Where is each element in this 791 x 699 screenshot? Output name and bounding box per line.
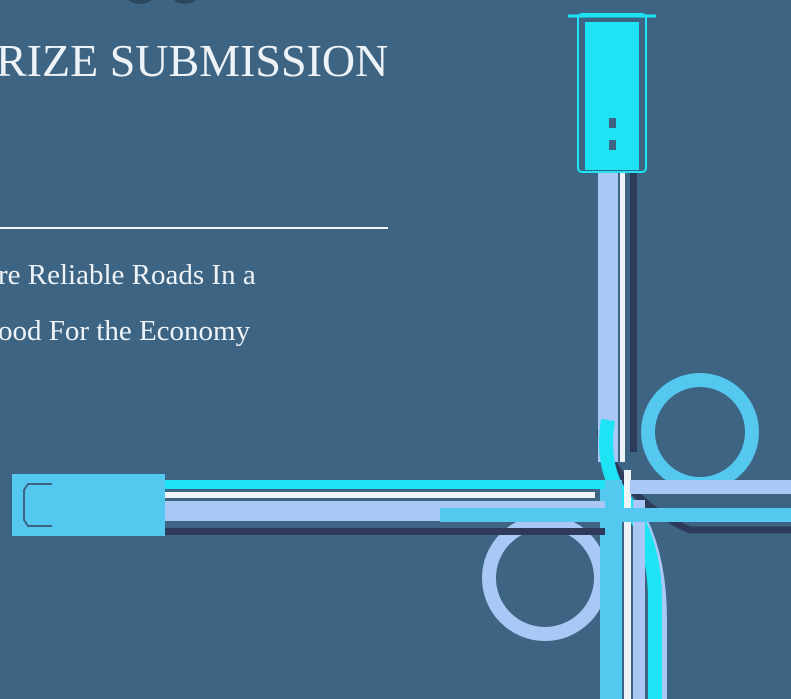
poster: RIZE SUBMISSION re Reliable Roads In a o… [0,0,791,699]
subtitle-line: re Reliable Roads In a [0,259,256,291]
truck-light [609,118,616,128]
lane [633,500,645,699]
lane [630,480,791,494]
lane [598,172,618,462]
subtitle-line: ood For the Economy [0,315,251,347]
lane [630,172,637,452]
lane [624,470,631,699]
lane [165,492,595,498]
truck-light [609,140,616,150]
lane [440,508,791,522]
lane [165,480,605,489]
lane [620,172,625,462]
title: RIZE SUBMISSION [0,35,388,86]
background [0,0,791,699]
lane [165,528,605,535]
